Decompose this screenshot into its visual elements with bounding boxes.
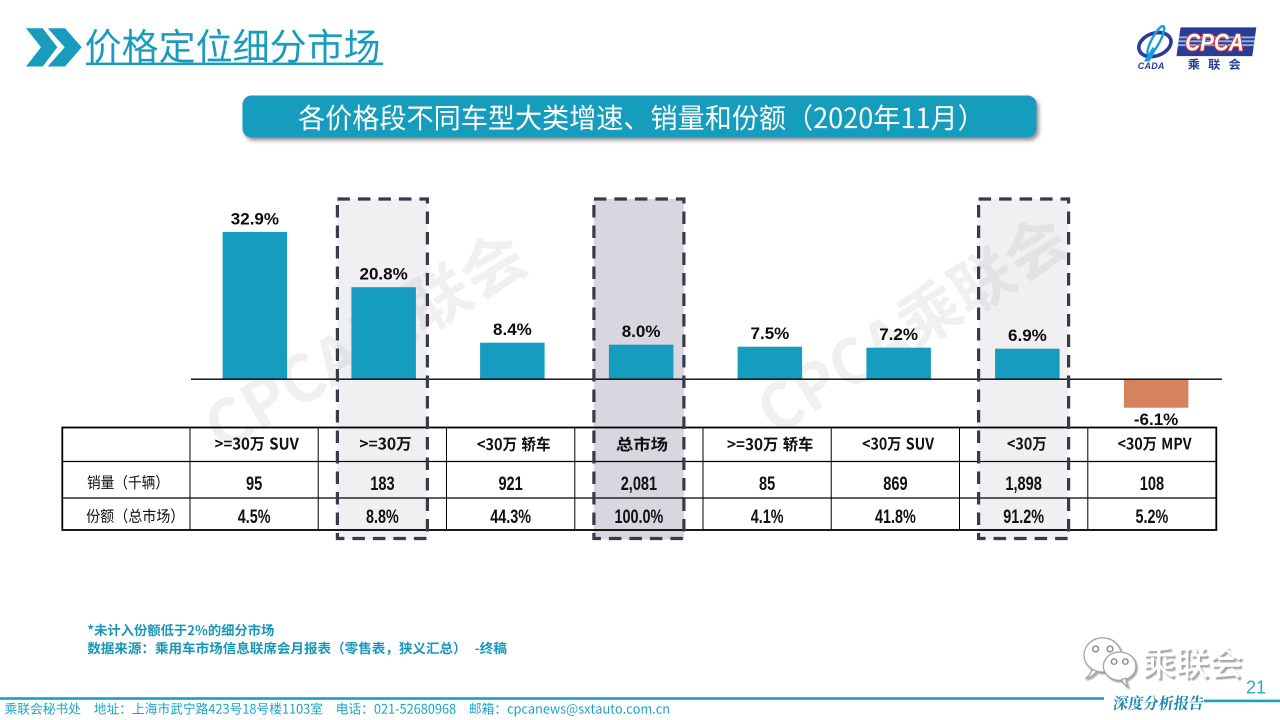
svg-text:8.0%: 8.0%	[622, 322, 661, 341]
svg-text:183: 183	[370, 474, 395, 495]
svg-text:4.5%: 4.5%	[238, 507, 271, 528]
svg-text:108: 108	[1140, 474, 1165, 495]
svg-text:95: 95	[246, 474, 262, 495]
svg-text:8.4%: 8.4%	[493, 320, 532, 339]
svg-text:2,081: 2,081	[621, 474, 658, 495]
svg-text:32.9%: 32.9%	[231, 209, 279, 228]
svg-text:921: 921	[498, 474, 523, 495]
svg-text:4.1%: 4.1%	[751, 507, 784, 528]
svg-text:5.2%: 5.2%	[1136, 507, 1169, 528]
svg-text:91.2%: 91.2%	[1003, 507, 1044, 528]
svg-text:7.5%: 7.5%	[751, 324, 790, 343]
svg-text:CADA: CADA	[1138, 61, 1165, 71]
svg-text:6.9%: 6.9%	[1008, 326, 1047, 345]
svg-text:85: 85	[759, 474, 775, 495]
svg-text:100.0%: 100.0%	[614, 507, 663, 528]
svg-text:8.8%: 8.8%	[366, 507, 399, 528]
svg-text:-6.1%: -6.1%	[1134, 410, 1178, 429]
svg-text:1,898: 1,898	[1005, 474, 1042, 495]
svg-text:21: 21	[1246, 678, 1266, 698]
svg-text:7.2%: 7.2%	[879, 325, 918, 344]
svg-text:CPCA: CPCA	[1185, 29, 1244, 56]
svg-text:20.8%: 20.8%	[359, 265, 407, 284]
svg-text:44.3%: 44.3%	[490, 507, 531, 528]
svg-text:41.8%: 41.8%	[875, 507, 916, 528]
svg-text:869: 869	[883, 474, 907, 495]
